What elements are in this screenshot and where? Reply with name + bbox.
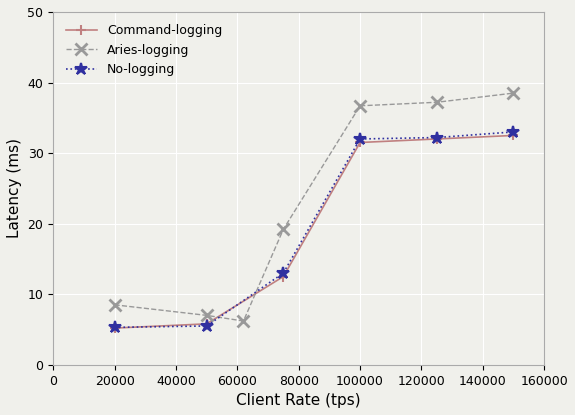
Aries-logging	[111, 302, 118, 307]
Y-axis label: Latency (ms): Latency (ms)	[7, 138, 22, 238]
Aries-logging	[203, 313, 210, 318]
Aries-logging	[356, 103, 363, 108]
Aries-logging	[240, 319, 247, 324]
No-logging	[280, 271, 287, 276]
No-logging	[434, 135, 440, 140]
Aries-logging	[434, 100, 440, 105]
Command-logging	[434, 137, 440, 142]
No-logging	[203, 323, 210, 328]
Aries-logging	[280, 227, 287, 232]
X-axis label: Client Rate (tps): Client Rate (tps)	[236, 393, 361, 408]
No-logging	[356, 137, 363, 142]
Line: No-logging: No-logging	[108, 126, 520, 334]
Command-logging	[203, 321, 210, 326]
Legend: Command-logging, Aries-logging, No-logging: Command-logging, Aries-logging, No-loggi…	[59, 18, 228, 82]
Command-logging	[280, 274, 287, 279]
Command-logging	[111, 326, 118, 331]
Aries-logging	[510, 90, 517, 95]
No-logging	[111, 325, 118, 330]
Command-logging	[356, 140, 363, 145]
Line: Command-logging: Command-logging	[110, 131, 518, 333]
No-logging	[510, 129, 517, 134]
Command-logging	[510, 133, 517, 138]
Line: Aries-logging: Aries-logging	[109, 88, 519, 327]
